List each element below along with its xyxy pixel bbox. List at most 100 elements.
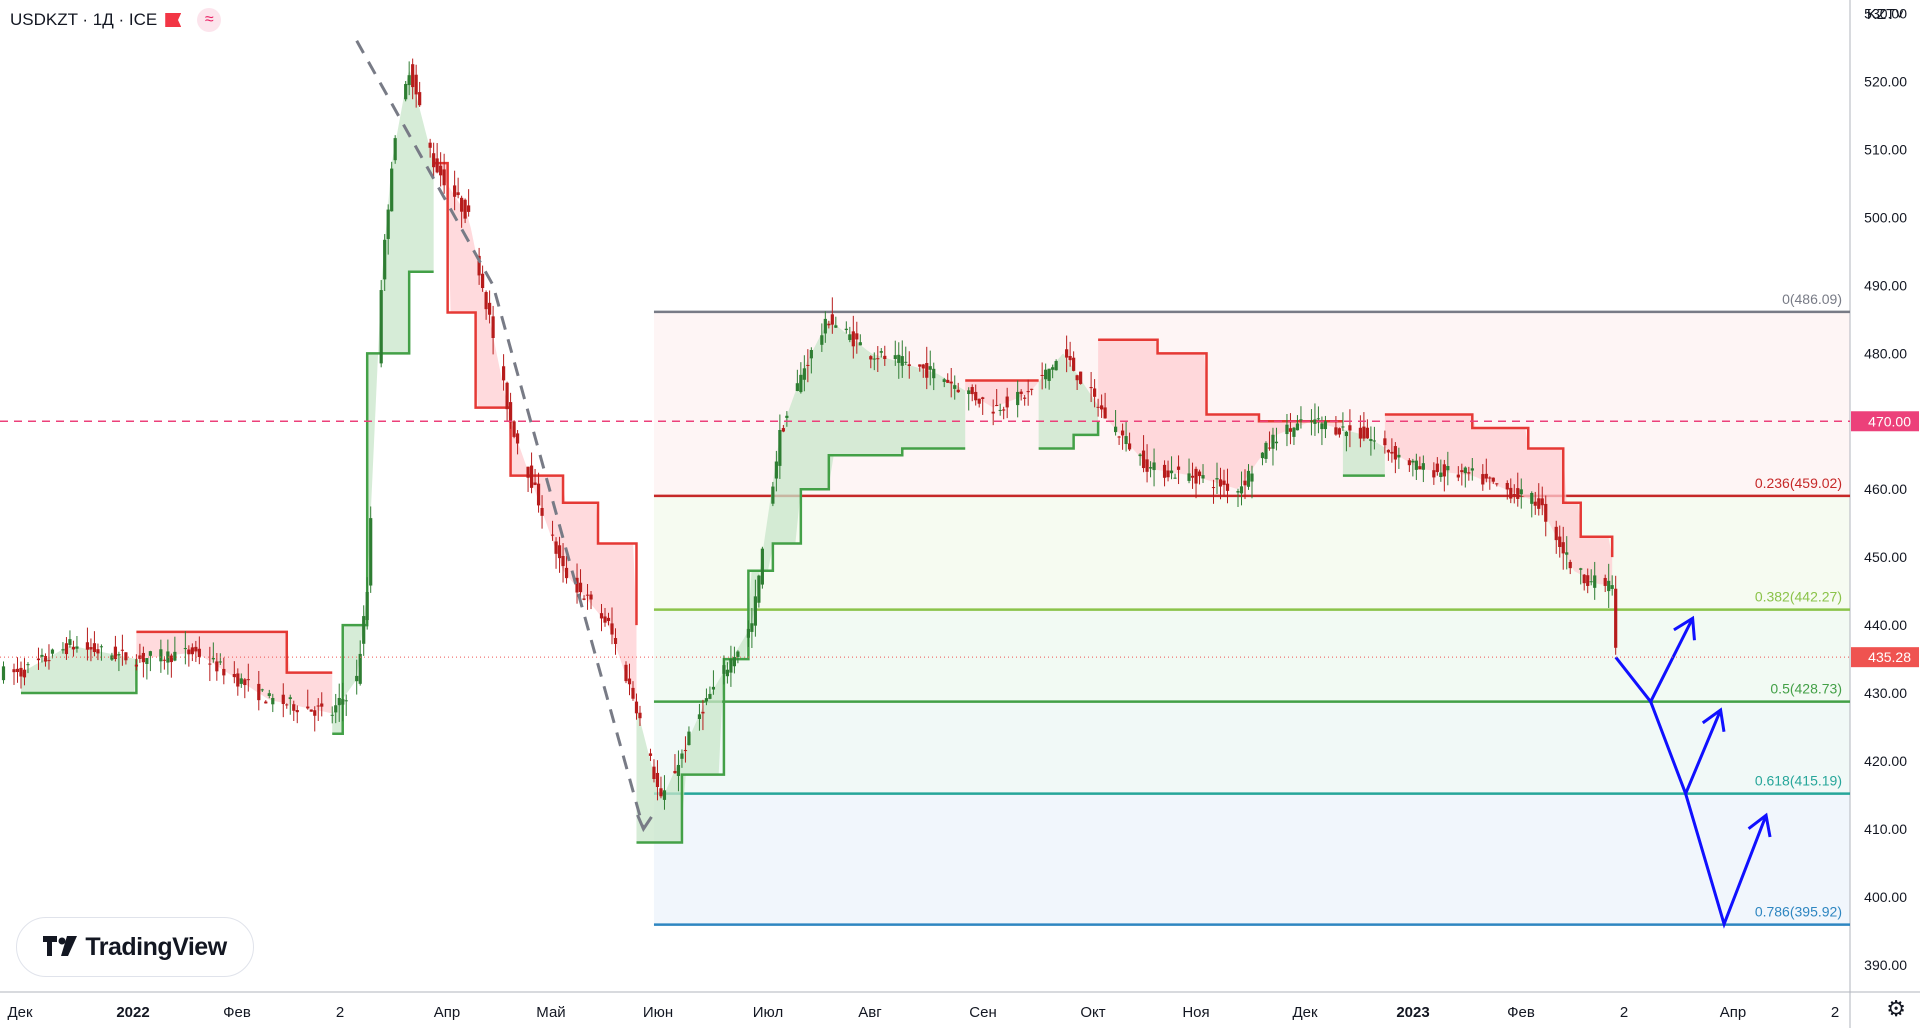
candle-body bbox=[1096, 406, 1100, 408]
candle-body bbox=[1484, 473, 1488, 479]
candle-body bbox=[613, 638, 618, 644]
fib-label: 0.5(428.73) bbox=[1770, 681, 1842, 697]
candle-body bbox=[1607, 580, 1611, 592]
tradingview-logo[interactable]: TradingView bbox=[16, 917, 254, 977]
candle-body bbox=[820, 335, 824, 345]
fib-label: 0.236(459.02) bbox=[1755, 475, 1842, 491]
x-tick-label: Май bbox=[536, 1004, 565, 1021]
candle-body bbox=[113, 646, 118, 659]
candle-body bbox=[1603, 577, 1607, 586]
candle-body bbox=[1533, 501, 1537, 506]
candle-body bbox=[1505, 482, 1509, 490]
candle-body bbox=[795, 383, 799, 392]
candle-body bbox=[330, 714, 334, 716]
candle-body bbox=[1005, 396, 1009, 408]
candle-body bbox=[334, 705, 338, 713]
bull-stop-line bbox=[1038, 421, 1100, 450]
candle-body bbox=[806, 364, 810, 366]
candle-body bbox=[439, 165, 443, 176]
candle-body bbox=[218, 661, 222, 663]
candle-body bbox=[1250, 473, 1254, 482]
x-tick-label: 2 bbox=[1620, 1004, 1628, 1021]
candle-body bbox=[292, 704, 296, 711]
price-line-badge bbox=[1851, 411, 1919, 432]
candle-body bbox=[1187, 473, 1191, 481]
candle-body bbox=[211, 658, 215, 660]
flag-icon[interactable] bbox=[165, 13, 181, 27]
y-tick-label: 520.00 bbox=[1864, 74, 1907, 90]
dashed-wave-line bbox=[355, 40, 645, 830]
x-tick-label: Апр bbox=[1720, 1004, 1746, 1021]
candle-body bbox=[673, 770, 677, 774]
candle-body bbox=[578, 582, 583, 593]
candle-body bbox=[383, 239, 387, 280]
candle-body bbox=[467, 205, 471, 212]
candle-body bbox=[904, 361, 908, 363]
candle-body bbox=[12, 669, 16, 673]
candle-body bbox=[281, 694, 285, 705]
candle-body bbox=[557, 545, 562, 559]
candle-body bbox=[561, 555, 565, 567]
candle-body bbox=[1348, 425, 1352, 431]
candle-body bbox=[96, 649, 100, 654]
candle-body bbox=[722, 665, 726, 674]
projection-arrowhead bbox=[1747, 812, 1772, 838]
currency-button[interactable]: KZT˅ bbox=[1866, 6, 1904, 23]
candle-body bbox=[1586, 575, 1590, 586]
candle-body bbox=[183, 648, 187, 650]
candle-body bbox=[50, 649, 55, 654]
x-tick-label: Сен bbox=[969, 1004, 996, 1021]
candle-body bbox=[830, 314, 834, 325]
candle-body bbox=[190, 647, 194, 655]
gear-icon[interactable]: ⚙ bbox=[1886, 996, 1906, 1021]
candle-body bbox=[365, 591, 369, 621]
candle-body bbox=[603, 616, 607, 623]
candle-body bbox=[197, 648, 201, 658]
candle-body bbox=[1201, 475, 1205, 479]
y-tick-label: 460.00 bbox=[1864, 481, 1907, 497]
candle-body bbox=[512, 421, 516, 437]
candle-body bbox=[564, 567, 569, 579]
candle-body bbox=[488, 302, 492, 315]
candle-body bbox=[1512, 494, 1516, 496]
candle-body bbox=[442, 169, 446, 186]
candle-body bbox=[1509, 487, 1513, 499]
price-labels: 470.00 435.28 bbox=[0, 411, 1919, 668]
candle-body bbox=[757, 575, 761, 603]
candle-body bbox=[634, 701, 639, 714]
candle-body bbox=[1002, 409, 1006, 411]
y-tick-label: 530.00 bbox=[1864, 6, 1907, 22]
candle-body bbox=[194, 646, 198, 652]
candle-body bbox=[981, 397, 985, 399]
candle-body bbox=[1386, 449, 1390, 453]
candle-body bbox=[379, 290, 383, 364]
x-tick-label: 2022 bbox=[116, 1004, 149, 1021]
candle-body bbox=[809, 350, 813, 359]
candle-body bbox=[1344, 431, 1349, 437]
candle-body bbox=[921, 364, 925, 369]
candle-body bbox=[162, 659, 166, 661]
candle-body bbox=[306, 706, 310, 709]
candle-body bbox=[1030, 388, 1034, 390]
candle-body bbox=[872, 358, 876, 360]
candle-body bbox=[1393, 446, 1397, 460]
bull-fill bbox=[20, 645, 137, 694]
candle-body bbox=[1026, 391, 1030, 393]
candle-body bbox=[1337, 428, 1342, 435]
candle-body bbox=[599, 613, 604, 619]
candle-body bbox=[585, 594, 590, 596]
candle-body bbox=[771, 486, 775, 504]
x-tick-label: Окт bbox=[1080, 1004, 1105, 1021]
candle-body bbox=[267, 693, 271, 697]
projection-arrow bbox=[1684, 793, 1768, 929]
bear-stop-line bbox=[433, 161, 638, 626]
candle-body bbox=[1295, 423, 1300, 431]
candle-body bbox=[358, 653, 362, 684]
candle-body bbox=[1488, 477, 1492, 479]
candle-body bbox=[1589, 581, 1593, 583]
wave-icon[interactable]: ≈ bbox=[197, 8, 222, 32]
candle-body bbox=[456, 192, 460, 196]
symbol-header[interactable]: USDKZT · 1Д · ICE ≈ bbox=[10, 8, 222, 32]
candle-body bbox=[995, 404, 999, 406]
